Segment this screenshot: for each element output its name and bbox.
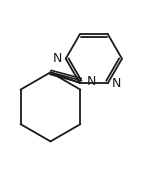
Text: N: N: [111, 77, 121, 90]
Text: N: N: [87, 75, 97, 88]
Text: N: N: [53, 52, 62, 65]
